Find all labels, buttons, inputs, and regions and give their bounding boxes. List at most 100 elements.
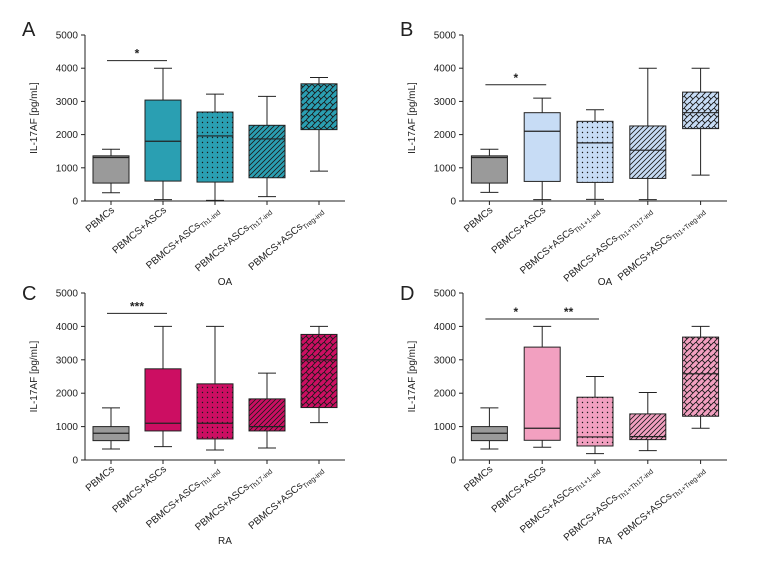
- category-main: PBMCS+ASCs: [193, 482, 251, 533]
- box-pattern: [577, 121, 613, 183]
- y-tick-label: 4000: [434, 64, 457, 75]
- y-tick-label: 1000: [56, 163, 79, 174]
- y-axis-title: IL-17AF [pg/mL]: [29, 340, 40, 412]
- category-subscript: Th17-ind: [249, 209, 275, 232]
- box-4: [248, 95, 286, 205]
- box-pattern: [301, 83, 337, 130]
- y-tick-label: 2000: [56, 389, 79, 400]
- box-pattern: [301, 334, 337, 408]
- box-5: [682, 67, 720, 205]
- y-tick-label: 2000: [56, 130, 79, 141]
- group-label: OA: [218, 277, 233, 288]
- box-pattern: [197, 112, 233, 183]
- box-pattern: [682, 92, 719, 129]
- category-main: PBMCS+ASCs: [193, 223, 251, 274]
- panel-c: C 0 1000 2000 3000 4000 5000 IL-17AF [pg/mL] PBM…: [22, 283, 345, 547]
- x-tick-label: PBMCS+ASCsTh1+Th17-ind: [562, 205, 655, 286]
- box-5: [300, 325, 338, 464]
- y-tick-label: 4000: [434, 322, 457, 333]
- category-main: PBMCS+ASCs: [111, 464, 169, 515]
- category-subscript: Th1-ind: [200, 468, 223, 489]
- panel-letter: D: [400, 283, 414, 305]
- significance-label: ***: [130, 299, 144, 313]
- box-1: [470, 148, 508, 205]
- panel-a: A 0 1000 2000 3000 4000 5000 IL-17AF [pg/mL] PBM…: [22, 19, 345, 288]
- box-pattern: [629, 413, 666, 440]
- category-subscript: Th17-ind: [249, 468, 275, 491]
- box-5: [300, 76, 338, 205]
- box-pattern: [682, 337, 719, 417]
- category-main: PBMCs: [84, 205, 117, 235]
- y-axis-title: IL-17AF [pg/mL]: [407, 340, 418, 412]
- category-subscript: Treg-ind: [302, 468, 326, 490]
- y-tick-label: 0: [72, 456, 78, 467]
- y-tick-label: 3000: [434, 97, 457, 108]
- y-tick-label: 4000: [56, 64, 79, 75]
- y-tick-label: 1000: [434, 163, 457, 174]
- y-tick-label: 0: [450, 456, 456, 467]
- x-tick-label: PBMCs: [462, 205, 495, 235]
- category-main: PBMCS+ASCs: [144, 220, 202, 271]
- group-label: OA: [598, 277, 613, 288]
- x-tick-label: PBMCS+ASCs: [490, 205, 548, 256]
- category-main: PBMCs: [84, 464, 117, 494]
- category-main: PBMCS+ASCs: [144, 479, 202, 530]
- x-tick-label: PBMCS+ASCs: [490, 464, 548, 515]
- category-main: PBMCS+ASCs: [518, 484, 576, 535]
- panel-letter: B: [400, 19, 413, 41]
- panel-letter: A: [22, 19, 36, 41]
- significance-label: *: [513, 71, 518, 85]
- box-4: [248, 372, 286, 464]
- y-tick-label: 5000: [434, 31, 457, 42]
- category-main: PBMCs: [462, 205, 495, 235]
- y-tick-label: 0: [72, 197, 78, 208]
- category-subscript: Th1+1-ind: [573, 468, 602, 494]
- box-3: [576, 376, 614, 464]
- group-label: RA: [218, 536, 232, 547]
- box-4: [629, 67, 667, 205]
- y-tick-label: 3000: [56, 97, 79, 108]
- x-tick-label: PBMCS+ASCsTh1+Th17-ind: [562, 464, 655, 545]
- box-body: [523, 112, 561, 182]
- box-2: [144, 325, 182, 464]
- panel-d: D 0 1000 2000 3000 4000 5000 IL-17AF [pg/mL] PBM…: [400, 283, 727, 547]
- y-tick-label: 3000: [56, 355, 79, 366]
- box-3: [196, 93, 234, 205]
- significance-label: *: [513, 305, 518, 319]
- box-2: [523, 325, 561, 464]
- panel-b: B 0 1000 2000 3000 4000 5000 IL-17AF [pg/mL] PBM…: [400, 19, 727, 288]
- category-main: PBMCs: [462, 464, 495, 494]
- x-tick-label: PBMCS+ASCsTh1+Treg-ind: [616, 464, 708, 544]
- box-body: [523, 346, 561, 441]
- x-tick-label: PBMCs: [84, 205, 117, 235]
- category-subscript: Th1+1-ind: [573, 209, 602, 235]
- y-tick-label: 1000: [434, 422, 457, 433]
- box-pattern: [249, 125, 285, 178]
- y-tick-label: 2000: [434, 389, 457, 400]
- y-tick-label: 1000: [56, 422, 79, 433]
- box-5: [682, 325, 720, 464]
- panel-letter: C: [22, 283, 36, 305]
- box-pattern: [249, 398, 285, 431]
- box-pattern: [629, 125, 666, 179]
- category-subscript: Th1+Treg-ind: [671, 209, 708, 241]
- category-main: PBMCS+ASCs: [490, 464, 548, 515]
- x-tick-label: PBMCS+ASCsTh1+Treg-ind: [616, 205, 708, 285]
- y-tick-label: 4000: [56, 322, 79, 333]
- y-tick-label: 5000: [434, 289, 457, 300]
- box-1: [470, 407, 508, 464]
- category-main: PBMCS+ASCs: [490, 205, 548, 256]
- box-body: [92, 155, 130, 184]
- x-tick-label: PBMCS+ASCsTreg-ind: [247, 464, 327, 534]
- box-pattern: [197, 383, 233, 439]
- y-axis-title: IL-17AF [pg/mL]: [407, 82, 418, 154]
- box-pattern: [577, 397, 613, 446]
- category-subscript: Th1+Th17-ind: [617, 209, 655, 243]
- y-tick-label: 5000: [56, 31, 79, 42]
- box-4: [629, 392, 667, 464]
- y-tick-label: 5000: [56, 289, 79, 300]
- box-body: [470, 155, 508, 184]
- box-2: [144, 67, 182, 205]
